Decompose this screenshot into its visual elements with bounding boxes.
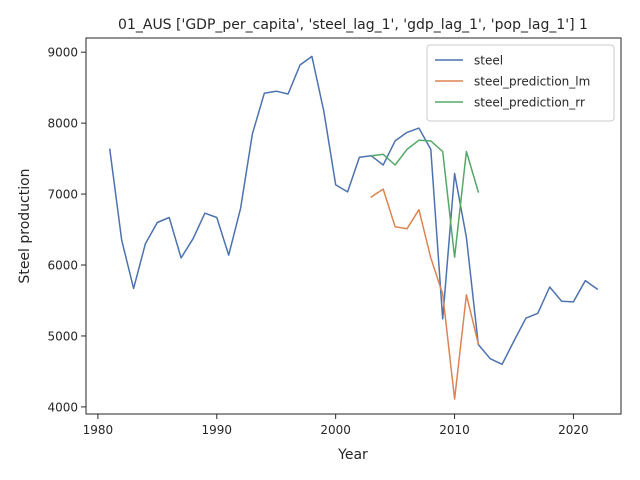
series-line-steel-prediction-rr xyxy=(370,139,480,258)
x-tick-label: 2000 xyxy=(320,423,351,437)
legend-label: steel_prediction_rr xyxy=(474,96,585,110)
x-axis-label: Year xyxy=(337,447,368,463)
x-tick-label: 1990 xyxy=(202,423,233,437)
y-axis-label: Steel production xyxy=(17,168,33,283)
x-tick-label: 2020 xyxy=(558,423,589,437)
y-tick-label: 5000 xyxy=(47,329,78,343)
axes-frame xyxy=(85,37,622,415)
legend: steel steel_prediction_lm steel_prediction… xyxy=(426,44,615,122)
y-tick-label: 4000 xyxy=(47,400,78,414)
chart-title: 01_AUS ['GDP_per_capita', 'steel_lag_1',… xyxy=(118,17,588,33)
legend-label: steel_prediction_lm xyxy=(474,75,590,89)
x-tick-label: 1980 xyxy=(83,423,114,437)
legend-box xyxy=(426,44,615,122)
legend-label: steel xyxy=(474,54,503,68)
y-tick-label: 9000 xyxy=(47,46,78,60)
y-tick-label: 7000 xyxy=(47,188,78,202)
plot-area xyxy=(108,55,599,400)
y-axis: 4000 5000 6000 7000 8000 9000 xyxy=(47,46,86,414)
y-tick-label: 6000 xyxy=(47,259,78,273)
series-line-steel-prediction-lm xyxy=(370,188,480,400)
x-axis: 1980 1990 2000 2010 2020 xyxy=(83,414,589,437)
x-tick-label: 2010 xyxy=(439,423,470,437)
y-tick-label: 8000 xyxy=(47,117,78,131)
series-line-steel xyxy=(108,55,599,366)
